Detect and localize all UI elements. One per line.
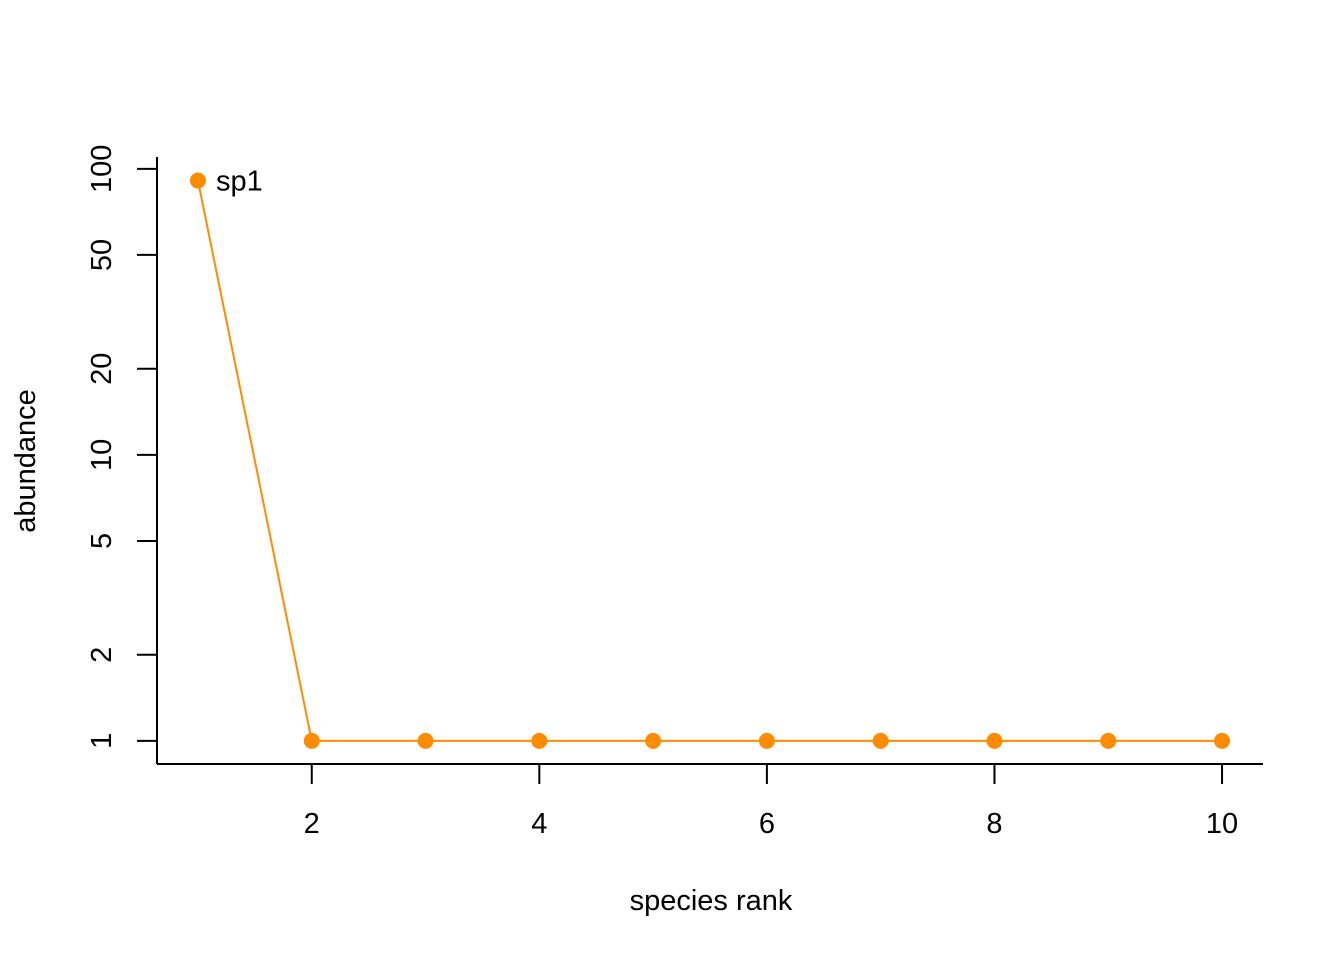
- data-point: [645, 732, 662, 749]
- x-tick-label: 2: [304, 808, 320, 840]
- x-tick-label: 8: [986, 808, 1002, 840]
- x-tick-label: 4: [531, 808, 547, 840]
- point-label: sp1: [216, 166, 263, 198]
- plot-area: sp1: [189, 166, 1231, 749]
- y-tick-label: 20: [86, 353, 118, 385]
- y-tick-label: 10: [86, 439, 118, 471]
- data-point: [758, 732, 775, 749]
- data-point: [189, 172, 206, 189]
- data-point: [1100, 732, 1117, 749]
- y-tick-label: 50: [86, 239, 118, 271]
- y-tick-label: 2: [86, 647, 118, 663]
- data-point: [1214, 732, 1231, 749]
- data-point: [417, 732, 434, 749]
- series-line: [196, 180, 1223, 742]
- data-point: [531, 732, 548, 749]
- data-point: [303, 732, 320, 749]
- x-tick-label: 10: [1206, 808, 1238, 840]
- x-axis-title: species rank: [630, 885, 793, 917]
- y-tick-label: 100: [86, 145, 118, 193]
- data-point: [986, 732, 1003, 749]
- x-tick-label: 6: [759, 808, 775, 840]
- data-point: [872, 732, 889, 749]
- axes: species rank abundance 2 4 6 8 1012510205010…: [10, 145, 1263, 917]
- y-tick-label: 5: [86, 533, 118, 549]
- y-tick-label: 1: [86, 733, 118, 749]
- y-axis-title: abundance: [10, 389, 42, 533]
